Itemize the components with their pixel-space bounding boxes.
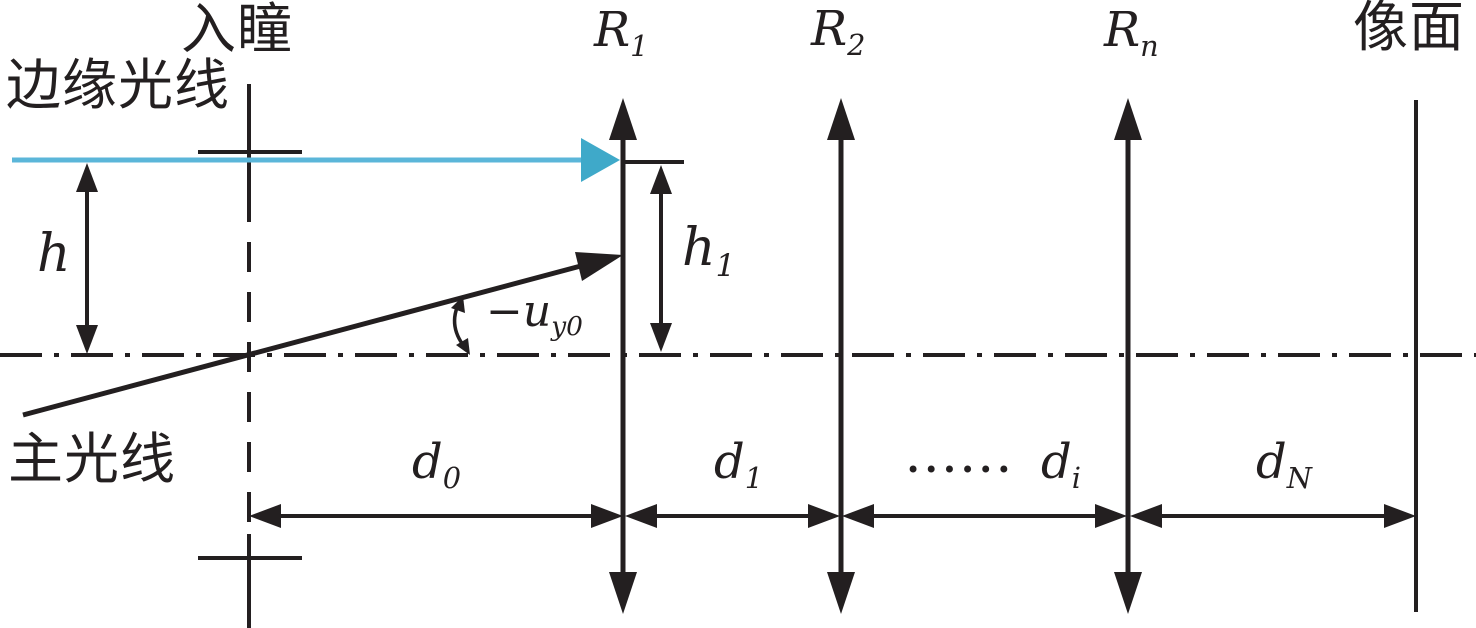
ellipsis-dots: •••••• xyxy=(906,456,1015,484)
chief-ray-label: 主光线 xyxy=(8,427,177,491)
surface-rn-sub: n xyxy=(1140,29,1159,64)
h1-base: h xyxy=(682,218,716,278)
distance-label-d1: d1 xyxy=(714,438,763,493)
di-sub: i xyxy=(1071,461,1081,496)
surface-line-Rn xyxy=(1114,98,1142,614)
angle-base: −u xyxy=(486,286,552,337)
surface-r2-sub: 2 xyxy=(847,28,866,63)
dN-base: d xyxy=(1256,434,1287,490)
surface-r1-sub: 1 xyxy=(630,29,649,64)
d0-right-arrowhead-icon xyxy=(591,504,623,528)
surface-R2-up-arrowhead-icon xyxy=(827,98,855,140)
dN-left-arrowhead-icon xyxy=(1130,504,1162,528)
h1-sub: 1 xyxy=(715,247,736,284)
d1-sub: 1 xyxy=(744,461,764,496)
d1-left-arrowhead-icon xyxy=(625,504,657,528)
di-right-arrowhead-icon xyxy=(1095,504,1127,528)
surface-r2-base: R xyxy=(811,1,848,57)
surface-r1-base: R xyxy=(594,2,631,58)
distance-label-d0: d0 xyxy=(412,438,461,493)
di-left-arrowhead-icon xyxy=(842,504,874,528)
entrance-pupil-label: 入瞳 xyxy=(181,0,294,61)
marginal-ray-line xyxy=(12,138,620,182)
d0-left-arrowhead-icon xyxy=(249,504,281,528)
h1-up-arrowhead-icon xyxy=(650,165,672,194)
surface-Rn-down-arrowhead-icon xyxy=(1114,572,1142,614)
distance-dimension-di xyxy=(842,504,1127,528)
dN-sub: N xyxy=(1286,461,1312,496)
surface-line-R2 xyxy=(827,98,855,614)
h-dimension-arrow xyxy=(76,163,98,354)
angle-label: −uy0 xyxy=(486,290,583,341)
d0-sub: 0 xyxy=(442,461,462,496)
angle-arc-top-arrowhead-icon xyxy=(451,296,465,313)
h1-dimension-arrow xyxy=(625,160,684,352)
surface-label-r1: R1 xyxy=(594,6,648,61)
marginal-ray-label: 边缘光线 xyxy=(6,53,231,117)
surface-label-rn: Rn xyxy=(1104,6,1159,61)
marginal-ray-arrowhead-icon xyxy=(581,138,620,182)
h-down-arrowhead-icon xyxy=(76,325,98,354)
distance-label-di: di xyxy=(1041,438,1081,493)
d1-right-arrowhead-icon xyxy=(808,504,840,528)
surface-R1-up-arrowhead-icon xyxy=(609,98,637,140)
surface-R2-down-arrowhead-icon xyxy=(827,572,855,614)
angle-sub: y0 xyxy=(551,311,583,343)
surface-label-r2: R2 xyxy=(811,5,865,60)
distance-dimension-d0 xyxy=(249,504,623,528)
dN-right-arrowhead-icon xyxy=(1384,504,1416,528)
h-up-arrowhead-icon xyxy=(76,163,98,192)
d0-base: d xyxy=(412,434,443,490)
di-base: d xyxy=(1041,434,1072,490)
height-label-h: h xyxy=(37,228,71,288)
chief-ray-arrowhead-icon xyxy=(575,252,623,281)
h-base: h xyxy=(37,224,71,284)
distance-dimension-d1 xyxy=(625,504,840,528)
chief-ray-line xyxy=(22,252,623,418)
surface-R1-down-arrowhead-icon xyxy=(609,572,637,614)
surface-rn-base: R xyxy=(1104,2,1141,58)
angle-arc xyxy=(451,296,470,355)
h1-down-arrowhead-icon xyxy=(650,323,672,352)
distance-label-dN: dN xyxy=(1256,438,1312,493)
image-plane-label: 像面 xyxy=(1353,0,1466,59)
entrance-pupil-line xyxy=(198,84,302,628)
d1-base: d xyxy=(714,434,745,490)
surface-line-R1 xyxy=(609,98,637,614)
distance-dimension-dN xyxy=(1130,504,1416,528)
surface-Rn-up-arrowhead-icon xyxy=(1114,98,1142,140)
angle-arc-bottom-arrowhead-icon xyxy=(456,338,470,355)
height-label-h1: h1 xyxy=(682,222,735,282)
